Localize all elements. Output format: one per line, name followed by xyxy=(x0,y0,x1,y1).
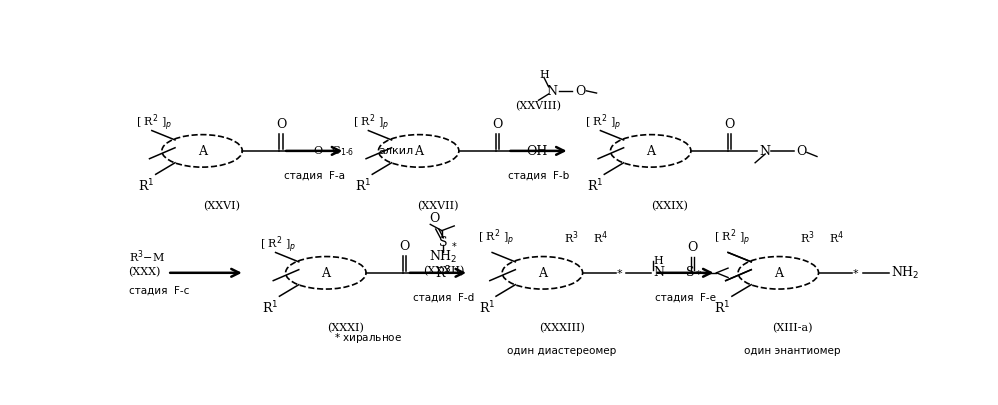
Text: N: N xyxy=(759,145,770,158)
Text: S: S xyxy=(439,235,448,248)
Text: N: N xyxy=(653,266,664,279)
Text: (XXXII): (XXXII) xyxy=(423,265,464,275)
Text: OH: OH xyxy=(526,145,548,158)
Text: N: N xyxy=(546,85,557,98)
Text: стадия  F-b: стадия F-b xyxy=(508,170,569,180)
Text: (XXXI): (XXXI) xyxy=(326,322,363,333)
Text: A: A xyxy=(414,145,423,158)
Text: $*$: $*$ xyxy=(616,266,623,277)
Text: A: A xyxy=(646,145,656,158)
Text: стадия  F-d: стадия F-d xyxy=(413,292,474,301)
Text: R$^1$: R$^1$ xyxy=(479,299,495,316)
Text: O: O xyxy=(575,85,585,98)
Text: [ R$^2$ ]$_p$: [ R$^2$ ]$_p$ xyxy=(478,227,514,248)
Text: O: O xyxy=(399,239,410,252)
Text: H: H xyxy=(653,255,663,265)
Text: $*$: $*$ xyxy=(851,266,859,277)
Text: S: S xyxy=(687,266,695,279)
Text: [ R$^2$ ]$_p$: [ R$^2$ ]$_p$ xyxy=(585,111,621,132)
Text: (XXVII): (XXVII) xyxy=(417,201,459,211)
Text: (XXVI): (XXVI) xyxy=(203,201,240,211)
Text: стадия  F-c: стадия F-c xyxy=(129,285,189,295)
Text: (XXVIII): (XXVIII) xyxy=(516,101,562,111)
Text: алкил: алкил xyxy=(378,146,413,156)
Text: O: O xyxy=(725,117,735,130)
Text: O: O xyxy=(796,145,806,158)
Text: R$^1$: R$^1$ xyxy=(587,177,603,194)
Text: H: H xyxy=(539,70,549,80)
Text: один энантиомер: один энантиомер xyxy=(744,345,840,356)
Text: (XIII-a): (XIII-a) xyxy=(772,322,812,333)
Text: [ R$^2$ ]$_p$: [ R$^2$ ]$_p$ xyxy=(352,111,389,132)
Text: O: O xyxy=(492,117,503,130)
Text: R$^3$: R$^3$ xyxy=(564,229,579,245)
Text: $*$: $*$ xyxy=(451,239,458,249)
Text: R$^3$: R$^3$ xyxy=(800,229,814,245)
Text: A: A xyxy=(538,266,547,279)
Text: [ R$^2$ ]$_p$: [ R$^2$ ]$_p$ xyxy=(259,233,296,254)
Text: A: A xyxy=(321,266,330,279)
Text: A: A xyxy=(773,266,782,279)
Text: $*$ хиральное: $*$ хиральное xyxy=(333,330,401,344)
Text: R$^4$: R$^4$ xyxy=(593,229,608,245)
Text: стадия  F-a: стадия F-a xyxy=(283,170,344,180)
Text: один диастереомер: один диастереомер xyxy=(507,345,617,356)
Text: O: O xyxy=(275,117,286,130)
Text: R$^1$: R$^1$ xyxy=(715,299,731,316)
Text: R$^4$: R$^4$ xyxy=(828,229,843,245)
Text: NH$_2$: NH$_2$ xyxy=(891,264,920,281)
Text: (XXXIII): (XXXIII) xyxy=(539,322,585,333)
Text: R$^1$: R$^1$ xyxy=(355,177,371,194)
Text: A: A xyxy=(198,145,207,158)
Text: [ R$^2$ ]$_p$: [ R$^2$ ]$_p$ xyxy=(714,227,749,248)
Text: $*$: $*$ xyxy=(695,267,702,277)
Text: R$^1$: R$^1$ xyxy=(262,299,278,316)
Text: O: O xyxy=(429,212,439,225)
Text: стадия  F-e: стадия F-e xyxy=(655,292,716,301)
Text: R$^1$: R$^1$ xyxy=(139,177,155,194)
Text: (XXIX): (XXIX) xyxy=(652,201,689,211)
Text: R$^3$$-$M: R$^3$$-$M xyxy=(129,248,165,264)
Text: O: O xyxy=(688,241,698,254)
Text: NH$_2$: NH$_2$ xyxy=(429,249,458,264)
Text: R$^3$: R$^3$ xyxy=(435,264,451,281)
Text: [ R$^2$ ]$_p$: [ R$^2$ ]$_p$ xyxy=(136,111,173,132)
Text: O$-$C$_{1\mathsf{\text{-}}6}$: O$-$C$_{1\mathsf{\text{-}}6}$ xyxy=(312,144,354,158)
Text: (XXX): (XXX) xyxy=(129,266,161,277)
